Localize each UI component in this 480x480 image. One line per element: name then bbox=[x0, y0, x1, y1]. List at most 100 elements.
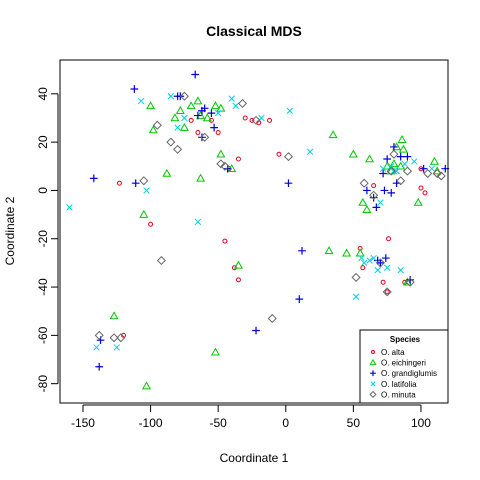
legend-marker bbox=[369, 390, 377, 398]
y-tick-label: 20 bbox=[36, 135, 50, 149]
data-point bbox=[109, 333, 119, 343]
data-point bbox=[298, 246, 306, 255]
data-point bbox=[295, 295, 304, 303]
data-point bbox=[396, 176, 406, 186]
data-point bbox=[210, 123, 218, 132]
data-point bbox=[383, 155, 392, 163]
data-point bbox=[386, 166, 396, 176]
series-4 bbox=[66, 92, 436, 351]
data-point bbox=[94, 330, 104, 340]
legend-box bbox=[359, 329, 449, 404]
data-point bbox=[348, 149, 358, 158]
data-point bbox=[215, 129, 221, 135]
data-point bbox=[188, 117, 194, 123]
plot-area bbox=[66, 70, 450, 390]
data-point bbox=[432, 168, 442, 179]
data-point bbox=[376, 259, 385, 267]
y-tick-label: 40 bbox=[36, 87, 50, 101]
legend-marker bbox=[370, 381, 376, 387]
data-point bbox=[214, 109, 222, 117]
data-point bbox=[351, 272, 361, 282]
data-point bbox=[242, 115, 248, 121]
data-point bbox=[198, 133, 206, 142]
data-point bbox=[166, 137, 176, 147]
data-point bbox=[436, 171, 446, 181]
data-point bbox=[402, 166, 412, 176]
data-point bbox=[252, 326, 260, 335]
data-point bbox=[233, 260, 243, 269]
data-point bbox=[389, 159, 399, 168]
legend-entry-label: O. minuta bbox=[381, 390, 416, 399]
data-point bbox=[387, 189, 396, 197]
data-point bbox=[267, 117, 273, 123]
data-point bbox=[228, 95, 235, 102]
data-point bbox=[375, 258, 385, 268]
data-point bbox=[406, 275, 414, 284]
data-point bbox=[359, 178, 369, 188]
data-point bbox=[396, 152, 405, 161]
data-point bbox=[216, 149, 226, 158]
data-point bbox=[380, 279, 386, 285]
data-point bbox=[66, 204, 73, 211]
data-point bbox=[191, 70, 200, 79]
data-point bbox=[249, 117, 255, 123]
y-axis: -80 -60 -40 -20 0 20 40 bbox=[36, 87, 59, 393]
data-point bbox=[173, 144, 183, 154]
data-point bbox=[355, 248, 365, 257]
data-point bbox=[369, 190, 379, 200]
data-point bbox=[148, 221, 154, 227]
data-point bbox=[352, 293, 360, 300]
data-point bbox=[390, 167, 398, 175]
x-tick-label: 100 bbox=[411, 416, 431, 430]
data-point bbox=[372, 203, 381, 212]
data-point bbox=[397, 266, 404, 274]
plot-frame bbox=[59, 59, 449, 404]
data-point bbox=[401, 160, 408, 168]
data-point bbox=[167, 92, 175, 100]
data-point bbox=[360, 259, 368, 267]
data-point bbox=[342, 248, 352, 257]
y-tick-label: -40 bbox=[36, 278, 50, 296]
data-point bbox=[358, 254, 365, 262]
data-point bbox=[283, 152, 294, 162]
data-point bbox=[267, 313, 277, 324]
data-point bbox=[328, 130, 338, 139]
x-axis: -150 -100 -50 0 50 100 bbox=[71, 404, 431, 430]
data-point bbox=[363, 186, 371, 195]
data-point bbox=[379, 169, 387, 178]
data-point bbox=[284, 179, 293, 188]
data-point bbox=[141, 381, 152, 390]
data-point bbox=[377, 199, 384, 206]
data-point bbox=[223, 164, 232, 173]
data-point bbox=[210, 347, 221, 356]
legend-entry-label: O. latifolia bbox=[381, 380, 417, 389]
data-point bbox=[174, 124, 181, 131]
data-point bbox=[393, 167, 400, 175]
data-point bbox=[210, 101, 221, 110]
data-point bbox=[170, 113, 180, 122]
data-point bbox=[200, 104, 209, 113]
legend-entry-label: O. eichingeri bbox=[381, 359, 426, 368]
data-point bbox=[413, 197, 423, 206]
data-point bbox=[251, 115, 261, 125]
data-point bbox=[235, 277, 241, 283]
legend-entry-label: O. grandiglumis bbox=[381, 369, 437, 378]
data-point bbox=[93, 344, 100, 351]
data-point bbox=[139, 176, 149, 186]
y-tick-label: -80 bbox=[36, 375, 50, 393]
data-point bbox=[237, 98, 248, 109]
data-point bbox=[202, 113, 212, 122]
data-point bbox=[419, 164, 428, 173]
y-tick-label: 0 bbox=[36, 187, 50, 194]
data-point bbox=[403, 152, 412, 161]
data-point bbox=[402, 277, 412, 286]
data-point bbox=[370, 254, 377, 262]
x-tick-label: -100 bbox=[139, 416, 163, 430]
data-point bbox=[379, 165, 387, 172]
data-point bbox=[398, 144, 408, 153]
data-point bbox=[181, 114, 188, 122]
data-point bbox=[207, 109, 216, 117]
data-point bbox=[366, 257, 373, 264]
